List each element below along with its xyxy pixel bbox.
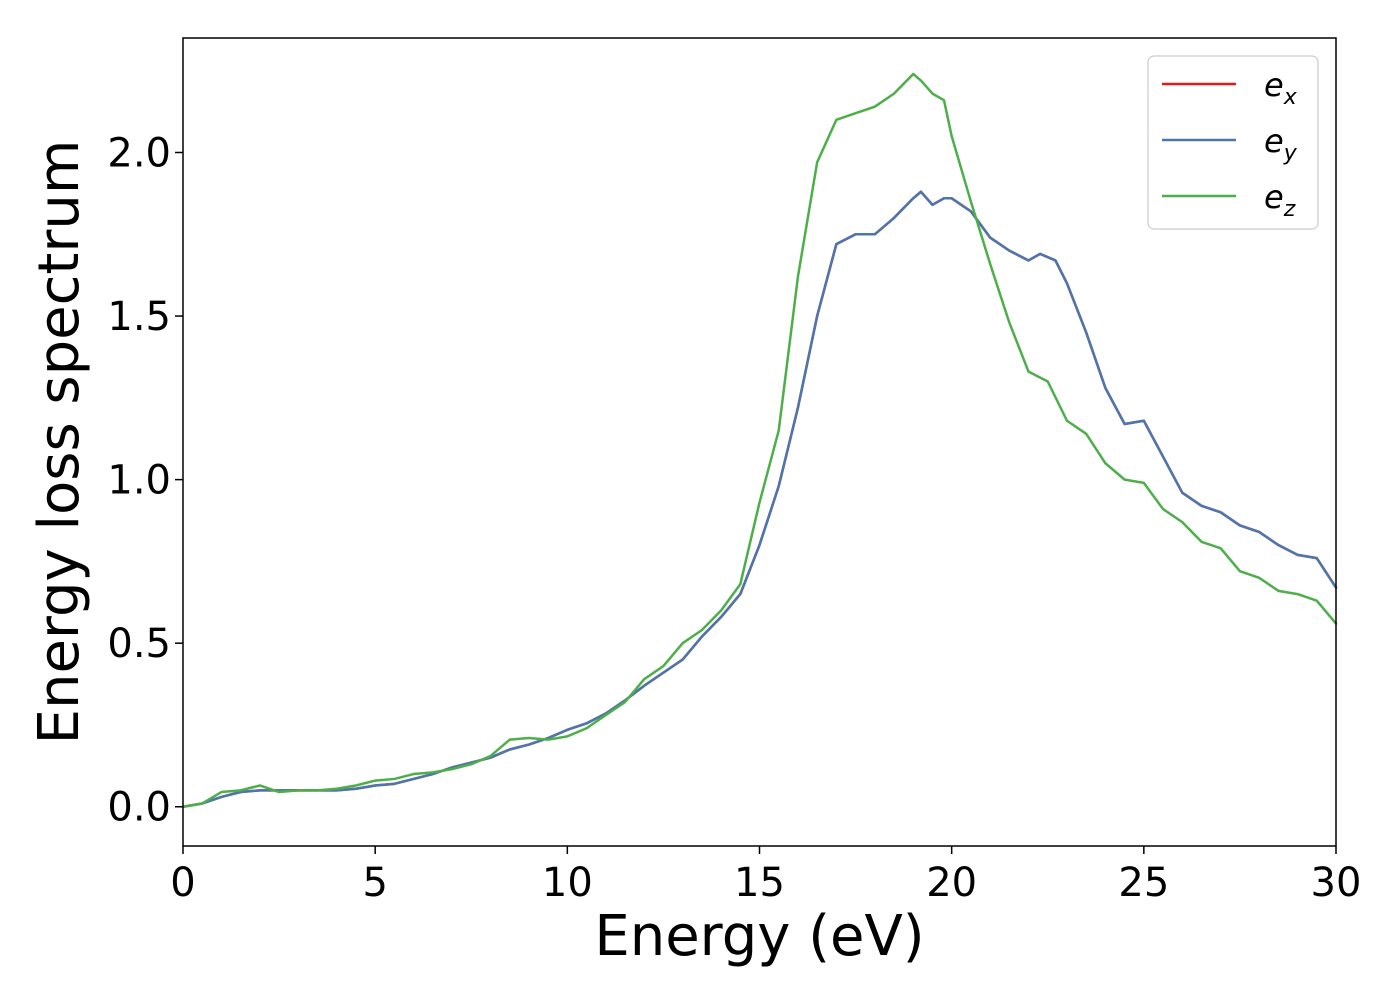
x-tick-label: 20 <box>926 860 977 906</box>
y-tick-label: 0.5 <box>107 621 171 667</box>
x-tick-label: 0 <box>170 860 195 906</box>
y-axis-ticks: 0.0 0.5 1.0 1.5 2.0 <box>107 130 183 831</box>
x-tick-label: 15 <box>734 860 785 906</box>
plot-lines <box>181 72 1338 808</box>
y-tick-label: 0.0 <box>107 785 171 831</box>
x-axis-ticks: 0 5 10 15 20 25 30 <box>170 846 1361 906</box>
y-axis-label: Energy loss spectrum <box>27 140 92 745</box>
y-tick-label: 1.0 <box>107 458 171 504</box>
legend-label-y: ey <box>1264 122 1298 166</box>
legend-label-x: ex <box>1264 66 1298 110</box>
x-axis-label: Energy (eV) <box>594 904 924 969</box>
x-tick-label: 10 <box>542 860 593 906</box>
series-line-z <box>181 72 1338 808</box>
x-tick-label: 5 <box>362 860 387 906</box>
y-tick-label: 1.5 <box>107 294 171 340</box>
series-line-y <box>181 190 1338 808</box>
x-tick-label: 25 <box>1118 860 1169 906</box>
legend-box <box>1147 55 1319 230</box>
y-tick-label: 2.0 <box>107 130 171 176</box>
legend-label-z: ez <box>1264 178 1296 222</box>
legend: ex ey ez <box>1147 55 1319 230</box>
x-tick-label: 30 <box>1311 860 1362 906</box>
